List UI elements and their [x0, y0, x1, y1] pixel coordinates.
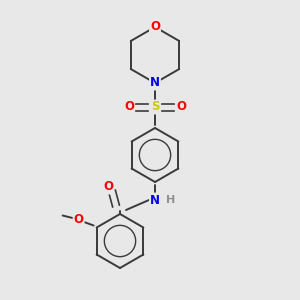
Text: O: O — [150, 20, 160, 34]
Text: O: O — [124, 100, 134, 113]
Text: O: O — [176, 100, 186, 113]
Text: O: O — [103, 181, 113, 194]
Text: H: H — [167, 195, 176, 205]
Text: O: O — [74, 213, 84, 226]
Text: S: S — [151, 100, 159, 113]
Text: N: N — [150, 76, 160, 89]
Text: N: N — [150, 194, 160, 206]
